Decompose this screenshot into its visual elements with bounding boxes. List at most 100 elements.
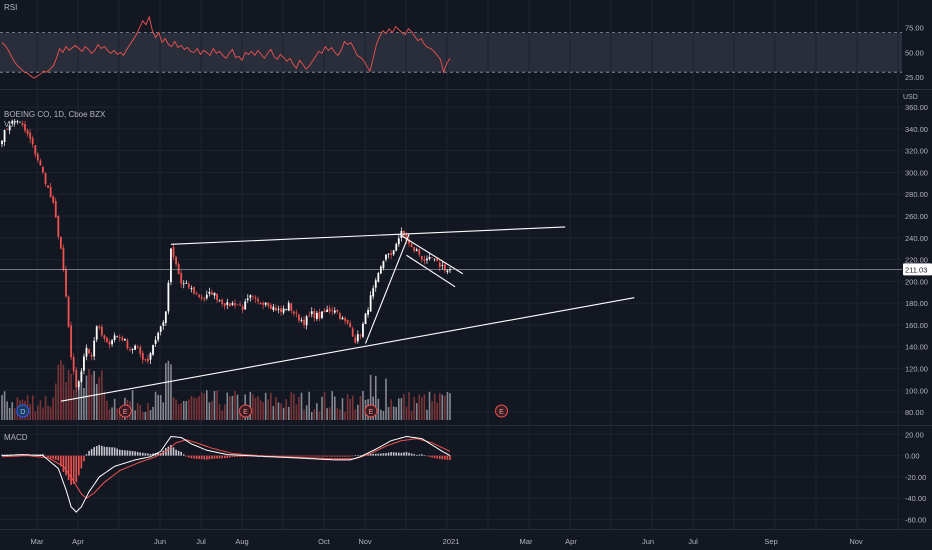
candle-body: [208, 291, 211, 294]
earnings-marker: [239, 404, 253, 418]
macd-histogram-bar: [334, 455, 336, 457]
volume-bar: [42, 407, 44, 420]
volume-bar: [34, 411, 37, 420]
earnings-marker: [495, 404, 509, 418]
candle-body: [395, 243, 398, 251]
rsi-pane[interactable]: 75.00 50.00 25.00 RSI: [0, 0, 932, 89]
price-axis-label: 320.00: [905, 147, 928, 156]
macd-histogram-bar: [293, 455, 295, 457]
candle-body: [326, 309, 329, 313]
candle-body: [54, 201, 57, 218]
macd-histogram-bar: [111, 447, 113, 456]
candle-body: [116, 336, 119, 338]
volume-bar: [390, 399, 392, 420]
candle-body: [244, 301, 247, 310]
volume-bar: [298, 396, 300, 420]
macd-histogram-bar: [313, 455, 316, 457]
macd-label[interactable]: MACD: [4, 433, 28, 442]
macd-histogram-bar: [369, 453, 372, 456]
macd-histogram-bar: [144, 453, 147, 456]
candle-body: [111, 340, 113, 345]
candle-body: [246, 298, 249, 301]
rsi-label[interactable]: RSI: [4, 3, 18, 12]
candle-body: [16, 121, 19, 123]
candle-body: [157, 332, 160, 340]
pane-separator[interactable]: [0, 89, 932, 90]
volume-bar: [6, 401, 8, 420]
candle-body: [42, 166, 44, 173]
trendline-support: [60, 297, 635, 402]
candle-body: [418, 249, 421, 255]
price-axis-label: 120.00: [905, 365, 928, 374]
rsi-chart[interactable]: 75.00 50.00 25.00: [0, 0, 932, 89]
volume-bar: [436, 402, 438, 420]
volume-bar: [438, 392, 441, 420]
macd-histogram-bar: [98, 444, 101, 456]
volume-bar: [182, 401, 185, 420]
candle-body: [152, 345, 154, 355]
candle-body: [410, 243, 413, 248]
volume-bar: [426, 409, 428, 420]
volume-bar: [31, 395, 34, 420]
candle-body: [6, 128, 9, 130]
macd-chart[interactable]: 20.00 0.00 -20.00 -40.00 -60.00: [0, 426, 932, 529]
volume-bar: [1, 395, 3, 420]
macd-histogram-bar: [426, 455, 428, 457]
macd-histogram-bar: [78, 455, 80, 476]
last-price-badge: [903, 263, 932, 276]
candle-body: [372, 288, 375, 297]
candle-body: [315, 312, 318, 319]
candle-body: [216, 293, 218, 301]
volume-bar: [65, 382, 67, 420]
macd-histogram-bar: [190, 455, 193, 459]
candle-body: [187, 283, 190, 288]
symbol-title[interactable]: BOEING CO, 1D, Cboe BZX: [4, 110, 106, 119]
macd-histogram-bar: [408, 452, 410, 456]
volume-bar: [270, 392, 272, 420]
macd-histogram-bar: [80, 455, 83, 469]
volume-label[interactable]: Vol: [4, 120, 16, 129]
macd-histogram-bar: [354, 455, 357, 456]
macd-histogram-bar: [136, 451, 139, 456]
volume-bar: [254, 398, 257, 420]
macd-histogram-bar: [374, 453, 377, 456]
volume-bar: [60, 360, 62, 420]
candle-body: [141, 352, 144, 360]
candle-body: [413, 246, 416, 251]
rsi-line: [1, 15, 451, 79]
volume-bar: [188, 399, 190, 420]
price-pane[interactable]: 360.00 340.00 320.00 300.00 280.00 260.00 240.…: [0, 90, 932, 425]
volume-bar: [341, 398, 344, 420]
macd-pane[interactable]: 20.00 0.00 -20.00 -40.00 -60.00 MACD: [0, 426, 932, 529]
volume-bar: [428, 391, 431, 420]
volume-bar: [3, 391, 6, 420]
pane-separator[interactable]: [0, 425, 932, 426]
time-axis[interactable]: Mar Apr Jun Jul Aug Oct Nov 2021 Mar Apr Jun Jul Sep…: [0, 530, 932, 550]
time-axis-label: Nov: [358, 537, 372, 546]
volume-bar: [267, 399, 270, 420]
candle-body: [285, 309, 288, 311]
volume-bar: [175, 399, 177, 420]
macd-histogram-bar: [47, 455, 49, 458]
volume-bar: [262, 402, 264, 420]
volume-bar: [213, 390, 216, 420]
candle-body: [308, 315, 311, 317]
macd-histogram-bar: [113, 447, 116, 456]
candle-body: [211, 292, 213, 295]
volume-bar: [52, 397, 54, 420]
candle-body: [423, 259, 426, 261]
macd-histogram-bar: [118, 449, 121, 456]
price-chart[interactable]: 360.00 340.00 320.00 300.00 280.00 260.00 240.…: [0, 90, 932, 425]
macd-histogram-bar: [67, 455, 70, 481]
macd-histogram-bar: [60, 455, 62, 467]
volume-bar: [200, 392, 203, 420]
volume-bar: [72, 389, 75, 420]
candle-body: [310, 311, 313, 315]
candle-body: [75, 370, 78, 388]
macd-histogram-bar: [126, 450, 129, 456]
macd-histogram-bar: [310, 455, 313, 457]
macd-histogram-bar: [54, 455, 57, 460]
candle-body: [369, 295, 372, 312]
macd-histogram-bar: [392, 452, 395, 456]
macd-histogram-bar: [223, 455, 226, 459]
